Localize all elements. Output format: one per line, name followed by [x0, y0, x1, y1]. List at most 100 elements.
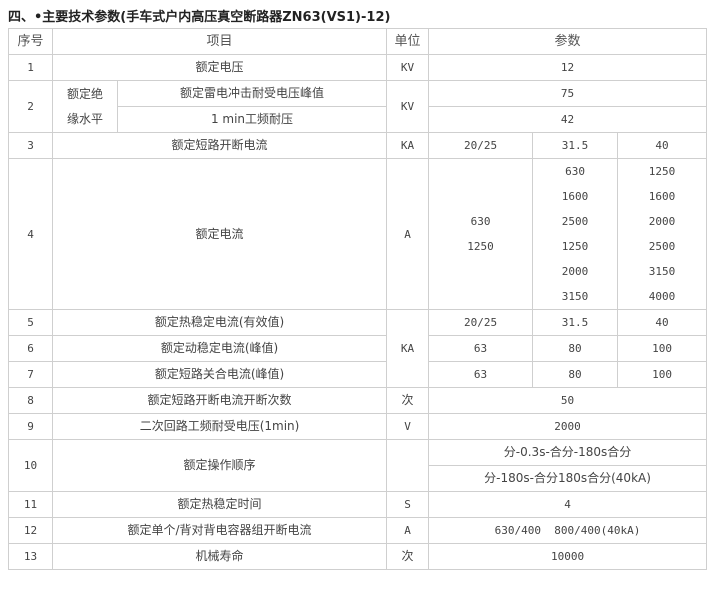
table-row: 3 额定短路开断电流 KA 20/25 31.5 40: [8, 132, 708, 159]
row-no: 8: [8, 387, 53, 414]
row-value: 分-180s-合分180s合分(40kA): [428, 465, 708, 492]
row-value: 42: [428, 106, 708, 133]
value-line: 3150: [648, 265, 676, 278]
header-no: 序号: [8, 28, 53, 55]
value-line: 1250: [561, 240, 589, 253]
technical-parameters-table: 序号 项目 单位 参数 1 额定电压 KV 12 2 额定绝 缘水平 额定雷电冲…: [8, 28, 708, 570]
group-line-1: 额定绝: [66, 86, 103, 101]
row-group: 额定绝 缘水平: [52, 80, 118, 133]
row-unit: [386, 439, 430, 492]
row-no: 4: [8, 158, 53, 310]
table-row: 6 额定动稳定电流(峰值) 63 80 100: [8, 335, 708, 362]
row-unit: V: [386, 413, 430, 440]
section-title: 四、•主要技术参数(手车式户内高压真空断路器ZN63(VS1)-12): [8, 10, 391, 25]
row-unit: 次: [386, 387, 430, 414]
value-line: 4000: [648, 290, 676, 303]
row-no: 13: [8, 543, 53, 570]
row-value-2: 630 1600 2500 1250 2000 3150: [532, 158, 619, 310]
row-no: 12: [8, 517, 53, 544]
row-value-1: 63: [428, 335, 534, 362]
row-value-3: 1250 1600 2000 2500 3150 4000: [617, 158, 708, 310]
row-value-1: 630 1250: [428, 158, 534, 310]
row-value-2: 80: [532, 335, 619, 362]
row-no: 3: [8, 132, 53, 159]
row-value: 4: [428, 491, 708, 518]
row-value-3: 100: [617, 335, 708, 362]
row-item: 额定动稳定电流(峰值): [51, 335, 388, 362]
row-no: 5: [8, 309, 53, 336]
row-item: 额定单个/背对背电容器组开断电流: [51, 517, 388, 544]
row-item: 额定热稳定电流(有效值): [51, 309, 388, 336]
row-no: 9: [8, 413, 53, 440]
value-line: 2500: [648, 240, 676, 253]
value-line: 2000: [648, 215, 676, 228]
table-row: 10 额定操作顺序 分-0.3s-合分-180s合分: [8, 439, 708, 492]
group-line-2: 缘水平: [66, 111, 103, 126]
row-item: 额定短路开断电流开断次数: [51, 387, 388, 414]
value-line: 2000: [561, 265, 589, 278]
table-row: 5 额定热稳定电流(有效值) KA 20/25 31.5 40: [8, 309, 708, 388]
row-unit: 次: [386, 543, 430, 570]
table-row: 12 额定单个/背对背电容器组开断电流 A 630/400 800/400(40…: [8, 517, 708, 544]
row-value-1: 20/25: [428, 309, 534, 336]
row-value-1: 20/25: [428, 132, 534, 159]
row-item: 额定操作顺序: [51, 439, 388, 492]
row-value-1: 63: [428, 361, 534, 388]
table-row: 13 机械寿命 次 10000: [8, 543, 708, 570]
row-unit: KA: [386, 132, 430, 159]
row-value-2: 31.5: [532, 309, 619, 336]
row-unit: A: [386, 158, 430, 310]
row-value: 2000: [428, 413, 708, 440]
header-row: 序号 项目 单位 参数: [8, 28, 708, 55]
table-row: 4 额定电流 A 630 1250 630 1600 2500 1250 200…: [8, 158, 708, 310]
header-param: 参数: [428, 28, 708, 55]
row-value: 75: [428, 80, 708, 107]
row-value: 分-0.3s-合分-180s合分: [428, 439, 708, 466]
row-value-2: 80: [532, 361, 619, 388]
table-row: 8 额定短路开断电流开断次数 次 50: [8, 387, 708, 414]
row-no: 6: [8, 335, 53, 362]
value-line: 1600: [648, 190, 676, 203]
row-unit: KA: [386, 309, 430, 388]
row-item: 额定短路开断电流: [51, 132, 388, 159]
row-unit: A: [386, 517, 430, 544]
row-item: 机械寿命: [51, 543, 388, 570]
table-row: 2 额定绝 缘水平 额定雷电冲击耐受电压峰值 KV 75: [8, 80, 708, 133]
table-row: 9 二次回路工频耐受电压(1min) V 2000: [8, 413, 708, 440]
row-no: 7: [8, 361, 53, 388]
value-line: 1600: [561, 190, 589, 203]
row-value: 50: [428, 387, 708, 414]
row-item: 二次回路工频耐受电压(1min): [51, 413, 388, 440]
value-line: 1250: [648, 165, 676, 178]
row-value: 630/400 800/400(40kA): [428, 517, 708, 544]
row-item: 1 min工频耐压: [116, 106, 388, 133]
table-row: 1 额定电压 KV 12: [8, 54, 708, 81]
row-item: 额定雷电冲击耐受电压峰值: [116, 80, 388, 107]
row-item: 额定电流: [51, 158, 388, 310]
row-value: 10000: [428, 543, 708, 570]
row-no: 11: [8, 491, 53, 518]
table-row: 1 min工频耐压 42: [9, 106, 708, 133]
header-item: 项目: [51, 28, 388, 55]
table-row: 11 额定热稳定时间 S 4: [8, 491, 708, 518]
row-value-3: 100: [617, 361, 708, 388]
row-unit: KV: [386, 80, 430, 133]
value-line: 1250: [467, 240, 494, 253]
row-item: 额定热稳定时间: [51, 491, 388, 518]
value-line: 630: [470, 215, 491, 228]
row-unit: KV: [386, 54, 430, 81]
value-line: 2500: [561, 215, 589, 228]
row-item: 额定电压: [51, 54, 388, 81]
row-value: 12: [428, 54, 708, 81]
row-value-3: 40: [617, 132, 708, 159]
value-line: 3150: [561, 290, 589, 303]
table-row: 7 额定短路关合电流(峰值) 63 80 100: [8, 361, 708, 388]
value-line: 630: [565, 165, 585, 178]
row-no: 1: [8, 54, 53, 81]
row-unit: S: [386, 491, 430, 518]
row-no: 2: [8, 80, 53, 133]
row-no: 10: [8, 439, 53, 492]
row-item: 额定短路关合电流(峰值): [51, 361, 388, 388]
row-value-2: 31.5: [532, 132, 619, 159]
header-unit: 单位: [386, 28, 430, 55]
